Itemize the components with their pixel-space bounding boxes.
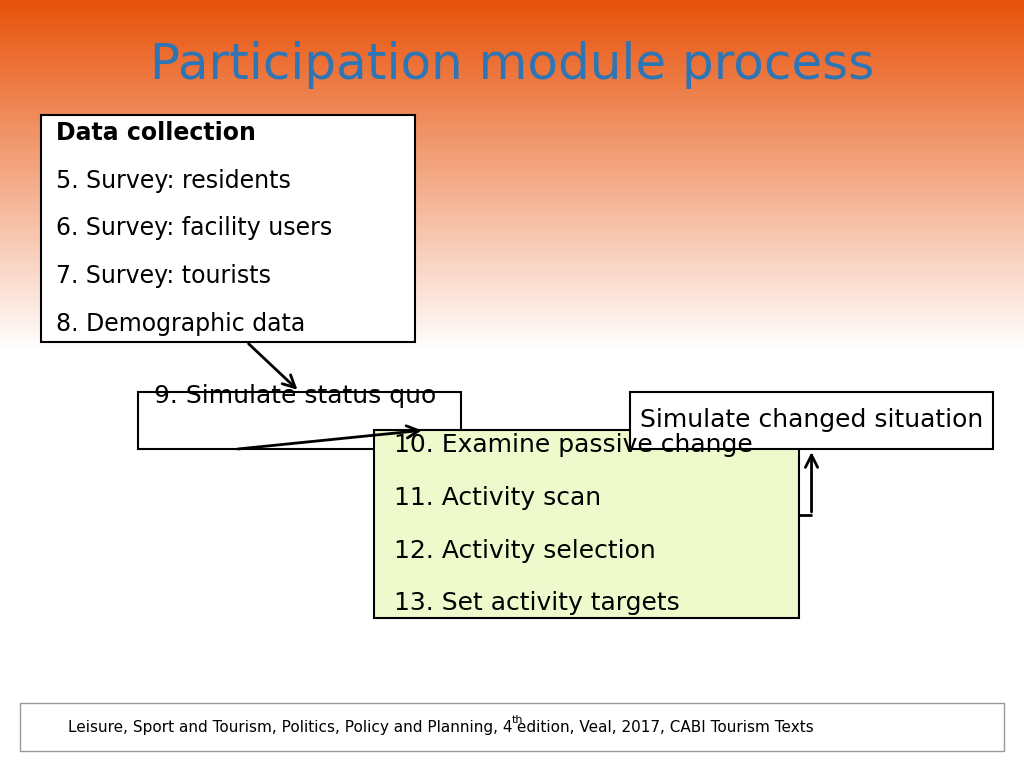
Text: 13. Set activity targets: 13. Set activity targets xyxy=(394,591,680,615)
Text: Simulate changed situation: Simulate changed situation xyxy=(640,409,983,432)
Text: 5. Survey: residents: 5. Survey: residents xyxy=(56,169,291,193)
Text: Data collection: Data collection xyxy=(56,121,256,145)
Text: Participation module process: Participation module process xyxy=(150,41,874,89)
FancyBboxPatch shape xyxy=(374,430,799,618)
Text: 12. Activity selection: 12. Activity selection xyxy=(394,538,656,562)
Text: edition, Veal, 2017, CABI Tourism Texts: edition, Veal, 2017, CABI Tourism Texts xyxy=(512,720,814,735)
Text: 7. Survey: tourists: 7. Survey: tourists xyxy=(56,264,271,288)
Text: 9. Simulate status quo: 9. Simulate status quo xyxy=(154,384,436,409)
FancyBboxPatch shape xyxy=(630,392,993,449)
FancyBboxPatch shape xyxy=(20,703,1004,751)
FancyBboxPatch shape xyxy=(41,115,415,342)
Text: 6. Survey: facility users: 6. Survey: facility users xyxy=(56,217,333,240)
Text: 11. Activity scan: 11. Activity scan xyxy=(394,486,601,510)
Text: 8. Demographic data: 8. Demographic data xyxy=(56,312,305,336)
Text: th: th xyxy=(512,715,523,726)
Text: 10. Examine passive change: 10. Examine passive change xyxy=(394,433,753,457)
Text: Leisure, Sport and Tourism, Politics, Policy and Planning, 4: Leisure, Sport and Tourism, Politics, Po… xyxy=(68,720,512,735)
FancyBboxPatch shape xyxy=(138,392,461,449)
